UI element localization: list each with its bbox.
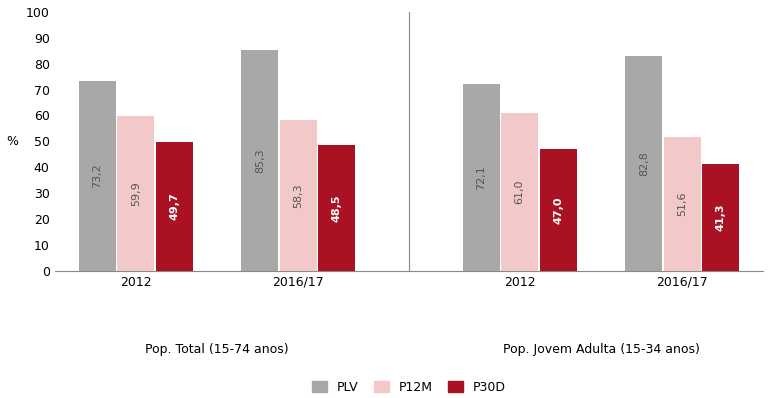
Legend: PLV, P12M, P30D: PLV, P12M, P30D bbox=[307, 376, 511, 398]
Text: 49,7: 49,7 bbox=[169, 193, 179, 220]
Bar bbox=[79, 81, 116, 271]
Bar bbox=[540, 149, 576, 271]
Text: 82,8: 82,8 bbox=[639, 151, 649, 176]
Bar bbox=[463, 84, 500, 271]
Bar bbox=[664, 137, 700, 271]
Bar bbox=[156, 142, 192, 271]
Text: 73,2: 73,2 bbox=[93, 164, 102, 188]
Text: 59,9: 59,9 bbox=[131, 181, 141, 205]
Bar bbox=[241, 50, 278, 271]
Text: 47,0: 47,0 bbox=[553, 196, 563, 224]
Bar bbox=[702, 164, 739, 271]
Text: 41,3: 41,3 bbox=[716, 203, 725, 231]
Text: Pop. Total (15-74 anos): Pop. Total (15-74 anos) bbox=[145, 343, 289, 356]
Y-axis label: %: % bbox=[6, 135, 18, 148]
Text: 72,1: 72,1 bbox=[476, 165, 486, 190]
Bar bbox=[280, 120, 317, 271]
Text: 48,5: 48,5 bbox=[332, 194, 342, 222]
Text: Pop. Jovem Adulta (15-34 anos): Pop. Jovem Adulta (15-34 anos) bbox=[502, 343, 700, 356]
Bar bbox=[118, 116, 154, 271]
Text: 51,6: 51,6 bbox=[677, 192, 687, 216]
Text: 58,3: 58,3 bbox=[293, 183, 303, 207]
Text: 61,0: 61,0 bbox=[515, 179, 525, 204]
Bar bbox=[626, 57, 662, 271]
Bar bbox=[501, 113, 538, 271]
Bar bbox=[318, 145, 355, 271]
Text: 85,3: 85,3 bbox=[255, 148, 265, 173]
